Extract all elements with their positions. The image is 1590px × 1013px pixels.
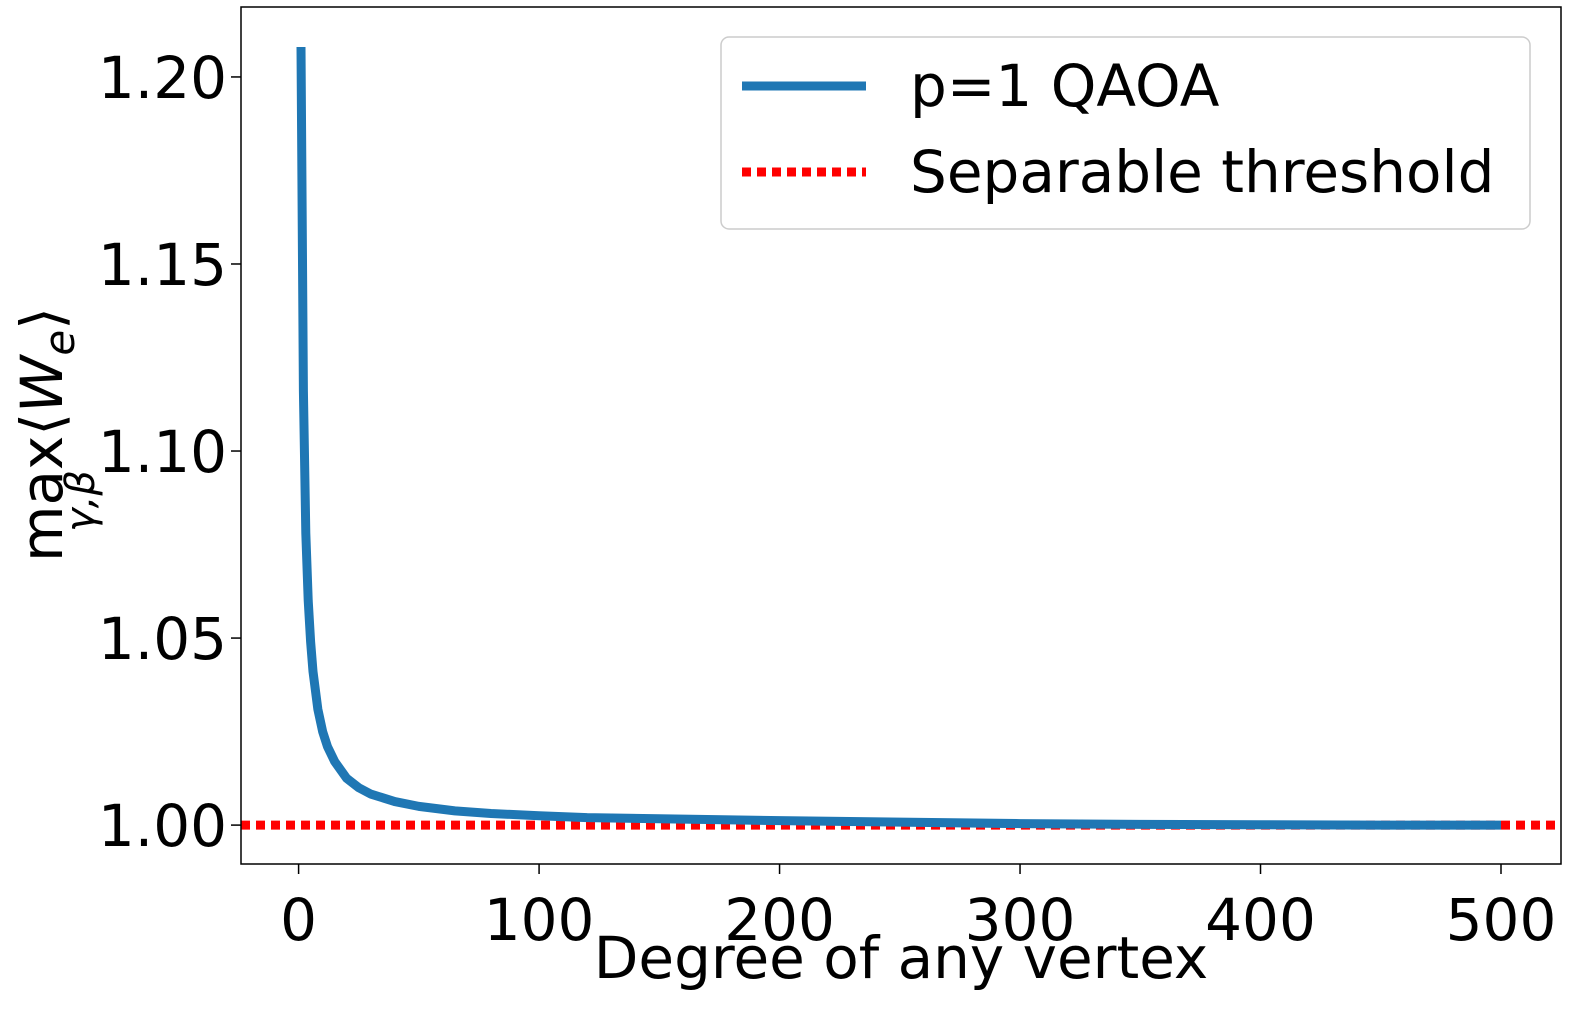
plot-frame bbox=[240, 6, 1562, 865]
legend-box bbox=[720, 36, 1531, 230]
y-label-var-sub: e bbox=[35, 330, 84, 356]
y-tick-label: 1.00 bbox=[98, 792, 227, 860]
x-tick-label: 500 bbox=[1446, 886, 1557, 954]
y-tick-label: 1.20 bbox=[98, 44, 227, 112]
x-axis-label: Degree of any vertex bbox=[594, 924, 1209, 992]
y-tick-label: 1.15 bbox=[98, 231, 227, 299]
legend-label: p=1 QAOA bbox=[910, 52, 1220, 120]
x-tick-label: 300 bbox=[965, 886, 1076, 954]
y-tick-label: 1.05 bbox=[98, 605, 227, 673]
x-tick-label: 0 bbox=[280, 886, 317, 954]
x-tick-label: 200 bbox=[724, 886, 835, 954]
y-label-var: W bbox=[8, 353, 76, 413]
data-line bbox=[296, 46, 1501, 830]
legend-label: Separable threshold bbox=[910, 138, 1494, 206]
y-axis-label: max⟨We⟩ bbox=[8, 307, 84, 562]
x-tick-label: 100 bbox=[484, 886, 595, 954]
y-label-close: ⟩ bbox=[8, 307, 76, 330]
y-label-op-sub: γ,β bbox=[58, 470, 104, 532]
y-tick-label: 1.10 bbox=[98, 418, 227, 486]
y-label-open: ⟨ bbox=[8, 413, 76, 436]
y-label-op: max bbox=[8, 436, 76, 562]
x-tick-label: 400 bbox=[1205, 886, 1316, 954]
